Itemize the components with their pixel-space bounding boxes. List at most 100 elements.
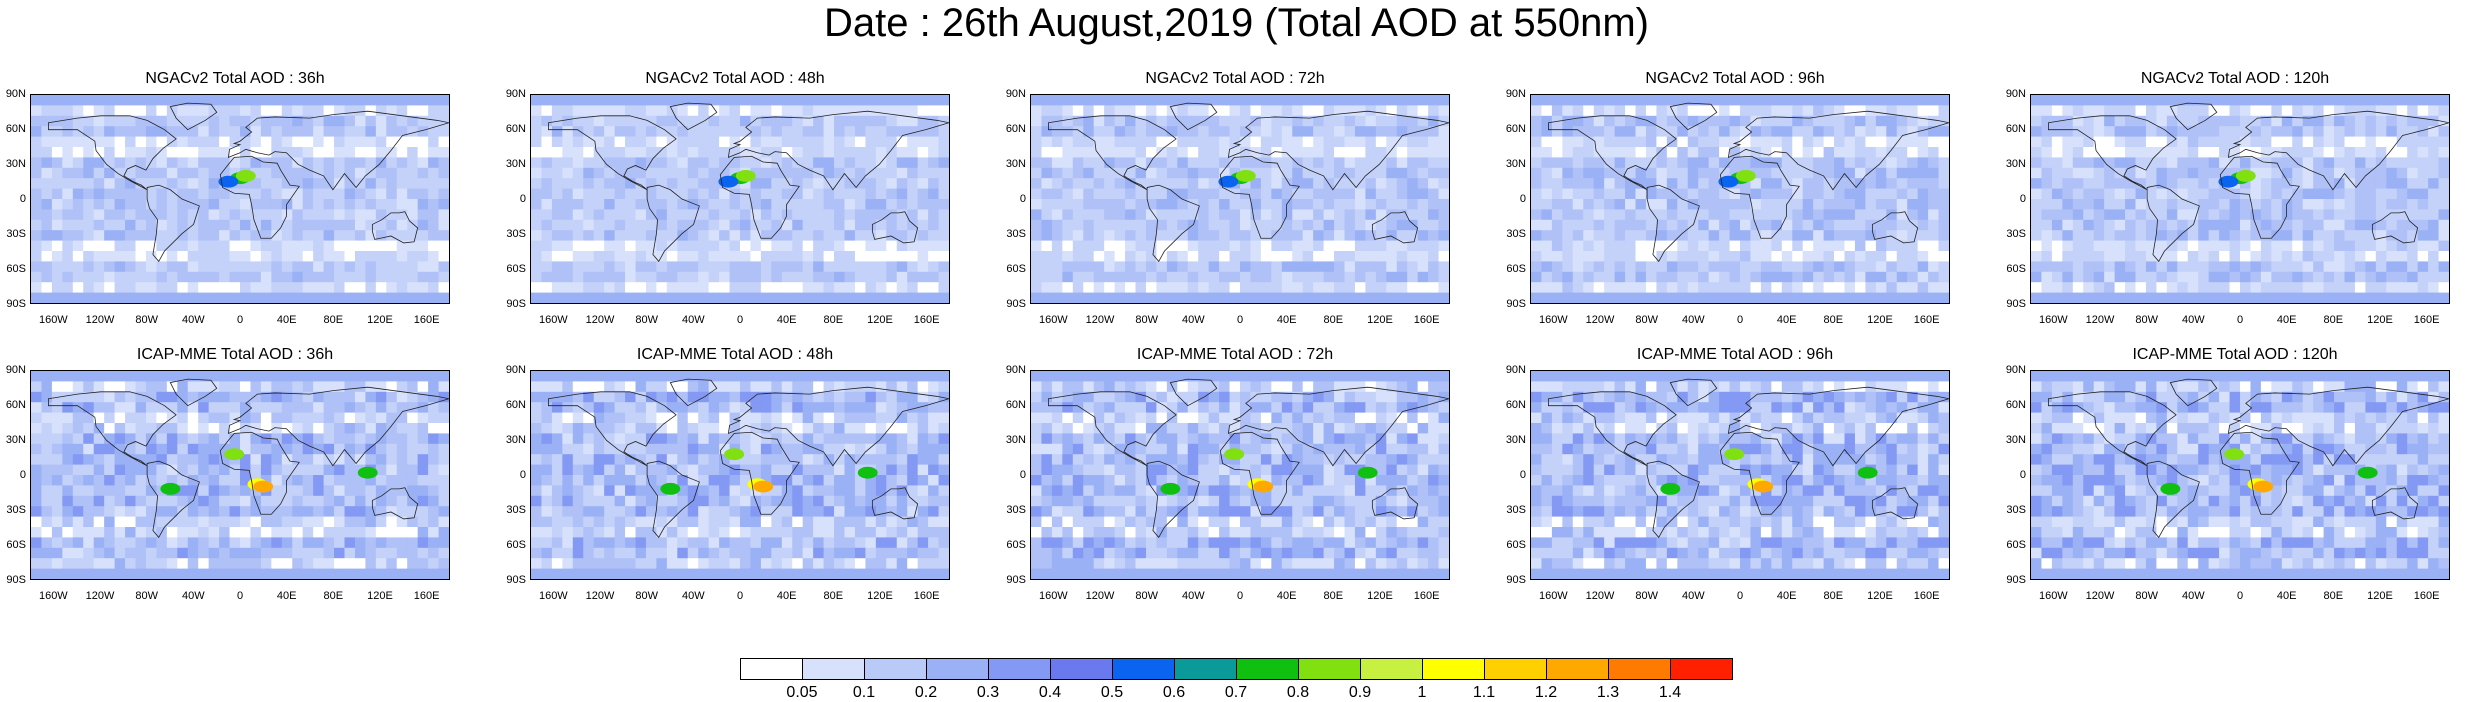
aod-map [1530, 370, 1950, 580]
lon-tick-label: 0 [722, 590, 758, 602]
lon-tick-label: 80W [1129, 590, 1165, 602]
lon-tick-label: 40E [769, 590, 805, 602]
lat-tick-label: 90S [996, 574, 1026, 586]
colorbar-label: 1.1 [1464, 684, 1504, 702]
lon-tick-label: 0 [1222, 314, 1258, 326]
lat-tick-label: 30S [996, 228, 1026, 240]
lat-tick-label: 30N [496, 158, 526, 170]
colorbar-swatch [1298, 658, 1361, 680]
aod-hotspot [2160, 483, 2180, 495]
lat-tick-label: 90N [1996, 88, 2026, 100]
lon-tick-label: 40W [1675, 590, 1711, 602]
lon-tick-label: 0 [2222, 314, 2258, 326]
lon-tick-label: 120W [582, 314, 618, 326]
lat-tick-label: 0 [1996, 193, 2026, 205]
aod-hotspot [1358, 467, 1378, 479]
aod-map [1030, 94, 1450, 304]
lon-tick-label: 40W [175, 590, 211, 602]
lat-tick-label: 60S [496, 539, 526, 551]
lon-tick-label: 80W [129, 314, 165, 326]
lon-tick-label: 120W [1582, 314, 1618, 326]
lat-tick-label: 60S [496, 263, 526, 275]
colorbar-swatch [1236, 658, 1299, 680]
panel-title: ICAP-MME Total AOD : 36h [20, 346, 450, 364]
lon-tick-label: 80E [315, 590, 351, 602]
lon-tick-label: 80W [2129, 314, 2165, 326]
lon-tick-label: 40W [175, 314, 211, 326]
lon-tick-label: 40E [2269, 314, 2305, 326]
lat-tick-label: 30S [996, 504, 1026, 516]
colorbar-swatch [1484, 658, 1547, 680]
colorbar-swatch [926, 658, 989, 680]
lon-tick-label: 0 [722, 314, 758, 326]
aod-hotspot [2236, 170, 2256, 182]
lat-tick-label: 0 [1996, 469, 2026, 481]
lon-tick-label: 80W [2129, 590, 2165, 602]
panel-title: ICAP-MME Total AOD : 96h [1520, 346, 1950, 364]
lat-tick-label: 0 [996, 193, 1026, 205]
lon-tick-label: 160E [1909, 590, 1945, 602]
lon-tick-label: 160W [2035, 314, 2071, 326]
colorbar-label: 0.4 [1030, 684, 1070, 702]
aod-hotspot [2224, 448, 2244, 460]
aod-hotspot [253, 481, 273, 493]
lat-tick-label: 90N [496, 364, 526, 376]
lat-tick-label: 0 [1496, 193, 1526, 205]
aod-map [30, 94, 450, 304]
lon-tick-label: 80W [629, 590, 665, 602]
panel-title: NGACv2 Total AOD : 48h [520, 70, 950, 88]
colorbar-swatch [1174, 658, 1237, 680]
lon-tick-label: 40E [1769, 314, 1805, 326]
lon-tick-label: 80E [1315, 590, 1351, 602]
colorbar-swatch [1360, 658, 1423, 680]
colorbar-label: 0.8 [1278, 684, 1318, 702]
colorbar-label: 1 [1402, 684, 1442, 702]
lat-tick-label: 90N [0, 364, 26, 376]
lon-tick-label: 160W [535, 590, 571, 602]
lon-tick-label: 120W [82, 590, 118, 602]
lat-tick-label: 60S [1996, 539, 2026, 551]
lon-tick-label: 40W [1175, 314, 1211, 326]
colorbar-swatch [1422, 658, 1485, 680]
lat-tick-label: 60N [1996, 123, 2026, 135]
lon-tick-label: 40W [2175, 590, 2211, 602]
lon-tick-label: 40W [2175, 314, 2211, 326]
aod-map [30, 370, 450, 580]
lon-tick-label: 40W [675, 590, 711, 602]
lat-tick-label: 30N [996, 434, 1026, 446]
lat-tick-label: 60S [0, 539, 26, 551]
lon-tick-label: 0 [222, 590, 258, 602]
lat-tick-label: 30N [1496, 434, 1526, 446]
aod-hotspot [753, 481, 773, 493]
lon-tick-label: 80E [815, 314, 851, 326]
lon-tick-label: 160E [909, 314, 945, 326]
aod-hotspot [236, 170, 256, 182]
colorbar-swatch [1670, 658, 1733, 680]
aod-hotspot [660, 483, 680, 495]
lon-tick-label: 40E [1269, 590, 1305, 602]
panel-title: NGACv2 Total AOD : 96h [1520, 70, 1950, 88]
lat-tick-label: 0 [496, 469, 526, 481]
aod-map [1030, 370, 1450, 580]
panel-title: ICAP-MME Total AOD : 48h [520, 346, 950, 364]
lat-tick-label: 60N [0, 123, 26, 135]
lon-tick-label: 120W [82, 314, 118, 326]
lat-tick-label: 60N [1496, 123, 1526, 135]
lon-tick-label: 40E [1769, 590, 1805, 602]
lat-tick-label: 60N [1496, 399, 1526, 411]
lon-tick-label: 0 [1722, 590, 1758, 602]
lon-tick-label: 160W [35, 590, 71, 602]
lat-tick-label: 90S [1496, 298, 1526, 310]
lon-tick-label: 80W [1629, 314, 1665, 326]
colorbar-swatch [988, 658, 1051, 680]
lat-tick-label: 90N [1996, 364, 2026, 376]
lat-tick-label: 30S [496, 504, 526, 516]
panel-title: ICAP-MME Total AOD : 120h [2020, 346, 2450, 364]
lon-tick-label: 80W [1129, 314, 1165, 326]
lat-tick-label: 60N [1996, 399, 2026, 411]
lon-tick-label: 120E [862, 590, 898, 602]
lon-tick-label: 120W [1082, 314, 1118, 326]
